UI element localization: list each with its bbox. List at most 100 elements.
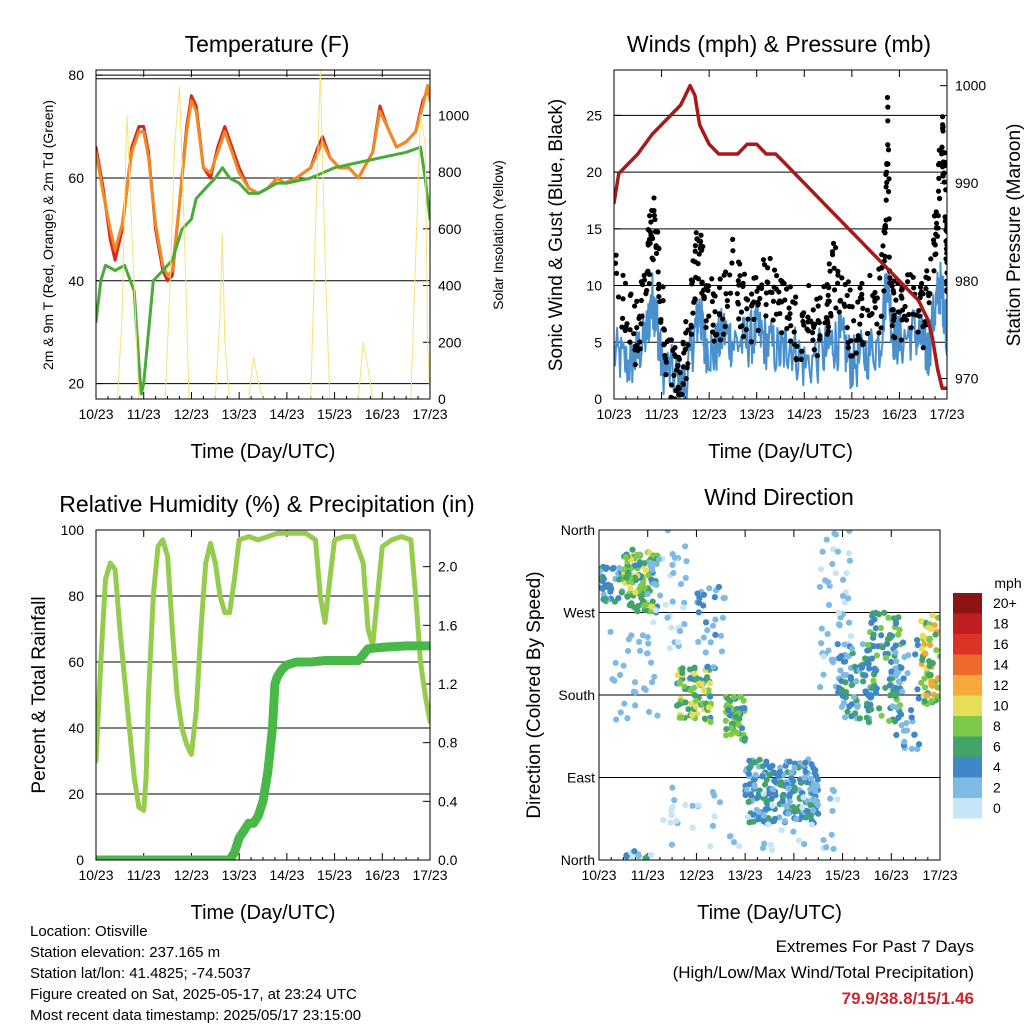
direction-point [685, 706, 692, 713]
gust-point [622, 327, 628, 334]
gust-point [706, 283, 712, 289]
direction-point [866, 665, 873, 672]
direction-point [677, 580, 685, 588]
gust-point [724, 303, 731, 309]
direction-point [771, 815, 779, 822]
direction-point [859, 641, 867, 648]
gust-point [891, 278, 897, 284]
direction-point [841, 714, 849, 721]
gust-point [885, 189, 892, 195]
gust-point [791, 329, 797, 335]
gust-point [890, 317, 896, 324]
legend-swatch [953, 634, 982, 655]
gust-point [735, 278, 741, 284]
direction-point [807, 812, 815, 819]
direction-point [825, 601, 833, 609]
direction-point [825, 647, 832, 654]
direction-point [785, 785, 792, 792]
gust-point [853, 350, 859, 356]
gust-point [935, 188, 942, 194]
direction-point [599, 568, 604, 575]
gust-point [650, 257, 656, 263]
direction-point [895, 631, 902, 638]
direction-point [631, 679, 639, 686]
gust-point [755, 327, 761, 333]
direction-point [934, 684, 940, 691]
gust-point [631, 331, 637, 337]
direction-point [828, 831, 835, 838]
gust-point [620, 272, 626, 278]
gust-point [723, 291, 729, 297]
direction-point [624, 715, 631, 722]
direction-point [741, 704, 748, 712]
direction-point [669, 598, 676, 605]
y-tick-label: 15 [586, 221, 602, 237]
direction-point [627, 585, 634, 592]
gust-point [614, 260, 619, 266]
gust-point [886, 254, 892, 260]
gust-point [935, 213, 941, 219]
x-tick-label: 13/23 [739, 406, 774, 422]
gust-point [936, 195, 943, 202]
direction-point [807, 775, 814, 782]
direction-point [865, 719, 873, 726]
direction-point [766, 764, 773, 771]
plot-area [614, 83, 947, 399]
direction-point [853, 678, 860, 685]
direction-point [759, 773, 766, 780]
gust-point [883, 184, 889, 190]
direction-point [715, 583, 723, 591]
gust-point [703, 324, 709, 331]
direction-point [746, 819, 753, 826]
gust-point [931, 268, 937, 274]
gust-point [730, 248, 736, 254]
direction-point [842, 658, 849, 665]
gust-point [885, 161, 891, 167]
legend-swatch [953, 798, 982, 819]
direction-point [881, 609, 888, 616]
direction-point [927, 671, 934, 679]
y-right-tick-label: 0.8 [438, 735, 458, 751]
direction-point [882, 684, 889, 691]
direction-point [675, 701, 682, 708]
gust-point [683, 319, 689, 325]
direction-point [727, 731, 735, 738]
direction-point [869, 610, 876, 617]
direction-point [653, 581, 660, 589]
series-line-orange [96, 83, 430, 278]
gust-point [634, 325, 640, 331]
direction-point [832, 570, 839, 577]
direction-point [897, 710, 904, 717]
direction-point [717, 632, 725, 639]
direction-point [868, 655, 876, 662]
direction-point [912, 651, 919, 658]
direction-point [730, 693, 738, 701]
gust-point [944, 242, 947, 248]
gust-point [883, 197, 889, 203]
chart-title: Temperature (F) [185, 31, 350, 57]
gust-point [619, 315, 626, 321]
gust-point [910, 274, 916, 280]
gust-point [915, 329, 921, 335]
gust-point [698, 232, 704, 238]
gust-point [942, 162, 947, 169]
y-axis-label-right: Station Pressure (Maroon) [1004, 124, 1024, 347]
direction-point [868, 619, 875, 627]
gust-point [844, 292, 850, 299]
gust-point [763, 313, 769, 319]
direction-point [903, 719, 910, 727]
chart-title: Wind Direction [704, 484, 854, 510]
direction-point [645, 640, 652, 647]
extremes-values: 79.9/38.8/15/1.46 [841, 989, 974, 1008]
gust-point [635, 347, 641, 353]
direction-point [662, 601, 669, 608]
direction-point [644, 650, 651, 657]
direction-point [871, 665, 878, 672]
direction-point [617, 709, 624, 716]
y-tick-label: 20 [68, 376, 84, 392]
direction-point [707, 693, 714, 700]
gust-point [661, 326, 667, 332]
direction-point [647, 851, 655, 859]
direction-point [605, 581, 612, 589]
y-tick-label: South [558, 687, 595, 703]
